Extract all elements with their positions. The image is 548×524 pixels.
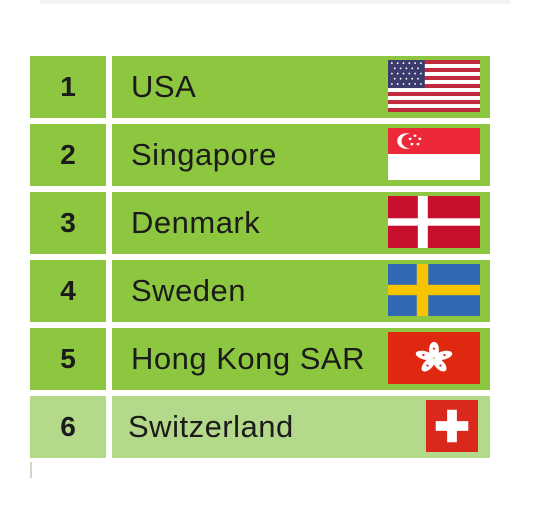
ranking-row-4: 4 Sweden [30,260,490,322]
top-divider [40,0,510,4]
rank-number: 4 [30,260,106,322]
country-name: Sweden [131,273,247,308]
country-name: Hong Kong SAR [131,341,365,376]
ranking-row-3: 3 Denmark [30,192,490,254]
rank-number: 5 [30,328,106,390]
country-cell: Sweden [112,260,490,322]
country-cell: Singapore [112,124,490,186]
ranking-row-6: 6 Switzerland [30,396,490,458]
singapore-flag-icon [388,128,480,180]
switzerland-flag-icon [424,400,480,452]
country-cell: Switzerland [112,396,490,458]
rank-number: 6 [30,396,106,458]
ranking-row-2: 2 Singapore [30,124,490,186]
rank-number: 3 [30,192,106,254]
rank-number: 1 [30,56,106,118]
country-name: Singapore [131,137,277,172]
country-cell: USA [112,56,490,118]
denmark-flag-icon [388,196,480,248]
country-name: Switzerland [128,409,294,444]
country-name: Denmark [131,205,261,240]
ranking-row-5: 5 Hong Kong SAR [30,328,490,390]
country-name: USA [131,69,197,104]
usa-flag-icon [388,60,480,112]
country-cell: Hong Kong SAR [112,328,490,390]
ranking-row-1: 1 USA [30,56,490,118]
hong-kong-flag-icon [388,332,480,384]
rank-number: 2 [30,124,106,186]
country-cell: Denmark [112,192,490,254]
sweden-flag-icon [388,264,480,316]
bottom-left-edge [30,462,32,478]
